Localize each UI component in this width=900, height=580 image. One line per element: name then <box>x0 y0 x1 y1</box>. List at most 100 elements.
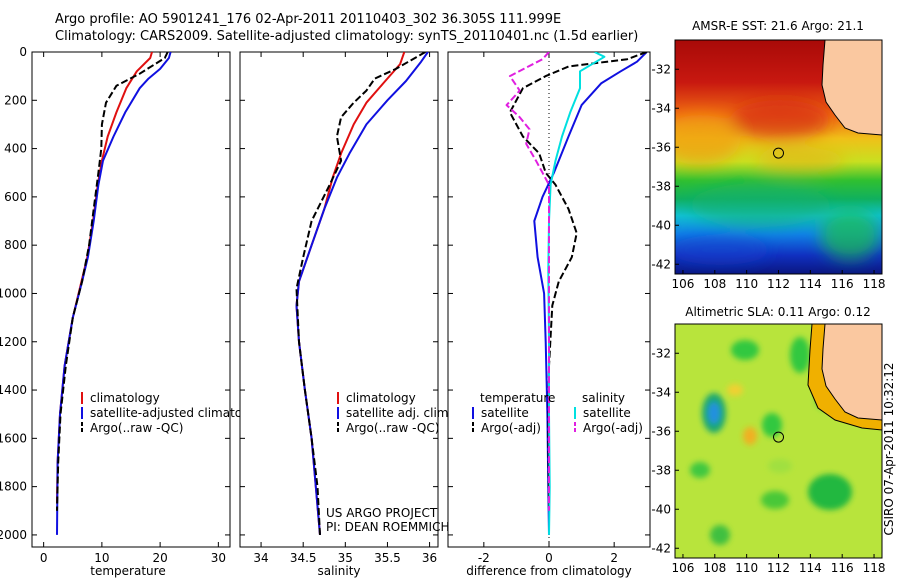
temperature-legend: climatology satellite-adjusted climatolo… <box>81 391 268 435</box>
series-salinity-argo-adj <box>505 52 550 511</box>
x-tick-label: 2 <box>610 551 618 565</box>
sst-map-ticks: 106 108 110 112 114 116 118 -32 -34 -36 -38 -40 -42 <box>651 62 885 291</box>
difference-xlabel: difference from climatology <box>466 564 632 578</box>
csiro-credit: CSIRO 07-Apr-2011 10:32:12 <box>882 362 896 535</box>
legend-label-sal-argo: Argo(-adj) <box>583 421 643 435</box>
header-line-2: Climatology: CARS2009. Satellite-adjuste… <box>55 29 639 44</box>
temperature-axes-box <box>31 51 231 548</box>
temperature-series <box>56 52 172 535</box>
salinity-legend: climatology satellite adj. clim. Argo(..… <box>337 391 452 435</box>
project-credit-line-1: US ARGO PROJECT <box>326 506 438 520</box>
map-y-tick-label: -36 <box>651 424 671 438</box>
map-x-tick-label: 110 <box>735 561 758 575</box>
x-tick-label: 34.5 <box>290 551 317 565</box>
salinity-xlabel: salinity <box>317 564 360 578</box>
map-y-tick-label: -40 <box>651 218 671 232</box>
y-tick-label: 0 <box>19 45 27 59</box>
legend-label-temp-satellite: satellite <box>481 406 529 420</box>
map-y-tick-label: -40 <box>651 502 671 516</box>
project-credit-line-2: PI: DEAN ROEMMICH <box>326 520 449 534</box>
series-temperature-argo-adj <box>508 52 648 511</box>
series-argo-raw-qc <box>295 52 426 535</box>
map-y-tick-label: -36 <box>651 140 671 154</box>
map-x-tick-label: 116 <box>831 561 854 575</box>
x-tick-label: -2 <box>478 551 490 565</box>
series-temperature-satellite <box>533 52 648 535</box>
argo-location-marker <box>773 431 784 443</box>
y-tick-label: 200 <box>4 93 27 107</box>
difference-panel: -2 0 2 difference from climatology tempera… <box>447 51 651 578</box>
map-y-tick-label: -32 <box>651 62 671 76</box>
series-argo-raw-qc <box>56 52 169 511</box>
sst-map-title: AMSR-E SST: 21.6 Argo: 21.1 <box>692 19 864 33</box>
x-tick-label: 0 <box>40 551 48 565</box>
salinity-panel: 34 34.5 35 35.5 36 salinity climatology sate… <box>239 51 452 578</box>
x-tick-label: 36 <box>422 551 437 565</box>
sla-texture <box>690 337 852 545</box>
temperature-xlabel: temperature <box>90 564 165 578</box>
legend-label-sal-satellite: satellite <box>583 406 631 420</box>
y-tick-label: 400 <box>4 142 27 156</box>
legend-header-temperature: temperature <box>480 391 555 405</box>
temperature-ticks: 0 10 20 30 0 200 400 600 800 1000 1200 1400 1600 1800… <box>0 45 230 565</box>
argo-location-marker <box>773 147 784 159</box>
map-x-tick-label: 114 <box>799 277 822 291</box>
salinity-series <box>295 52 429 535</box>
header-line-1: Argo profile: AO 5901241_176 02-Apr-2011… <box>55 12 562 27</box>
y-tick-label: 800 <box>4 238 27 252</box>
y-tick-label: 1800 <box>0 480 27 494</box>
y-tick-label: 2000 <box>0 528 27 542</box>
x-tick-label: 35 <box>338 551 353 565</box>
map-y-tick-label: -42 <box>651 257 671 271</box>
x-tick-label: 34 <box>253 551 268 565</box>
x-tick-label: 0 <box>545 551 553 565</box>
map-x-tick-label: 112 <box>767 277 790 291</box>
x-tick-label: 30 <box>211 551 226 565</box>
sla-map-ticks: 106 108 110 112 114 116 118 -32 -34 -36 -38 -40 -42 <box>651 346 885 575</box>
map-x-tick-label: 116 <box>831 277 854 291</box>
map-y-tick-label: -38 <box>651 179 671 193</box>
difference-ticks: -2 0 2 <box>448 51 650 565</box>
map-x-tick-label: 108 <box>703 561 726 575</box>
legend-label-argo: Argo(..raw -QC) <box>90 421 183 435</box>
map-x-tick-label: 118 <box>863 277 886 291</box>
temperature-panel: 0 10 20 30 0 200 400 600 800 1000 1200 1400 1600 1800… <box>0 45 268 578</box>
legend-label-climatology: climatology <box>90 391 160 405</box>
y-tick-label: 1000 <box>0 286 27 300</box>
legend-label-satellite-adj: satellite adj. clim. <box>346 406 452 420</box>
map-x-tick-label: 110 <box>735 277 758 291</box>
difference-legend: temperature satellite Argo(-adj) salinit… <box>472 391 643 435</box>
map-y-tick-label: -34 <box>651 385 671 399</box>
sst-map: AMSR-E SST: 21.6 Argo: 21.1 106 108 110 112… <box>651 19 885 291</box>
map-y-tick-label: -42 <box>651 541 671 555</box>
y-tick-label: 600 <box>4 190 27 204</box>
legend-header-salinity: salinity <box>582 391 625 405</box>
salinity-axes-box <box>239 51 439 548</box>
sla-map: Altimetric SLA: 0.11 Argo: 0.12 <box>651 305 885 575</box>
map-x-tick-label: 118 <box>863 561 886 575</box>
map-x-tick-label: 114 <box>799 561 822 575</box>
y-tick-label: 1400 <box>0 383 27 397</box>
sst-texture <box>675 100 880 265</box>
legend-label-temp-argo: Argo(-adj) <box>481 421 541 435</box>
legend-label-satellite-adjusted: satellite-adjusted climatology <box>90 406 268 420</box>
y-tick-label: 1200 <box>0 335 27 349</box>
map-y-tick-label: -32 <box>651 346 671 360</box>
legend-label-climatology: climatology <box>346 391 416 405</box>
map-x-tick-label: 112 <box>767 561 790 575</box>
map-y-tick-label: -38 <box>651 463 671 477</box>
y-tick-label: 1600 <box>0 431 27 445</box>
x-tick-label: 35.5 <box>374 551 401 565</box>
sla-map-title: Altimetric SLA: 0.11 Argo: 0.12 <box>685 305 870 319</box>
salinity-ticks: 34 34.5 35 35.5 36 <box>240 51 438 565</box>
map-x-tick-label: 108 <box>703 277 726 291</box>
map-x-tick-label: 106 <box>672 277 695 291</box>
map-x-tick-label: 106 <box>672 561 695 575</box>
x-tick-label: 10 <box>94 551 109 565</box>
difference-series <box>505 52 648 535</box>
legend-label-argo: Argo(..raw -QC) <box>346 421 439 435</box>
map-y-tick-label: -34 <box>651 101 671 115</box>
x-tick-label: 20 <box>152 551 167 565</box>
land-mass <box>821 324 882 421</box>
